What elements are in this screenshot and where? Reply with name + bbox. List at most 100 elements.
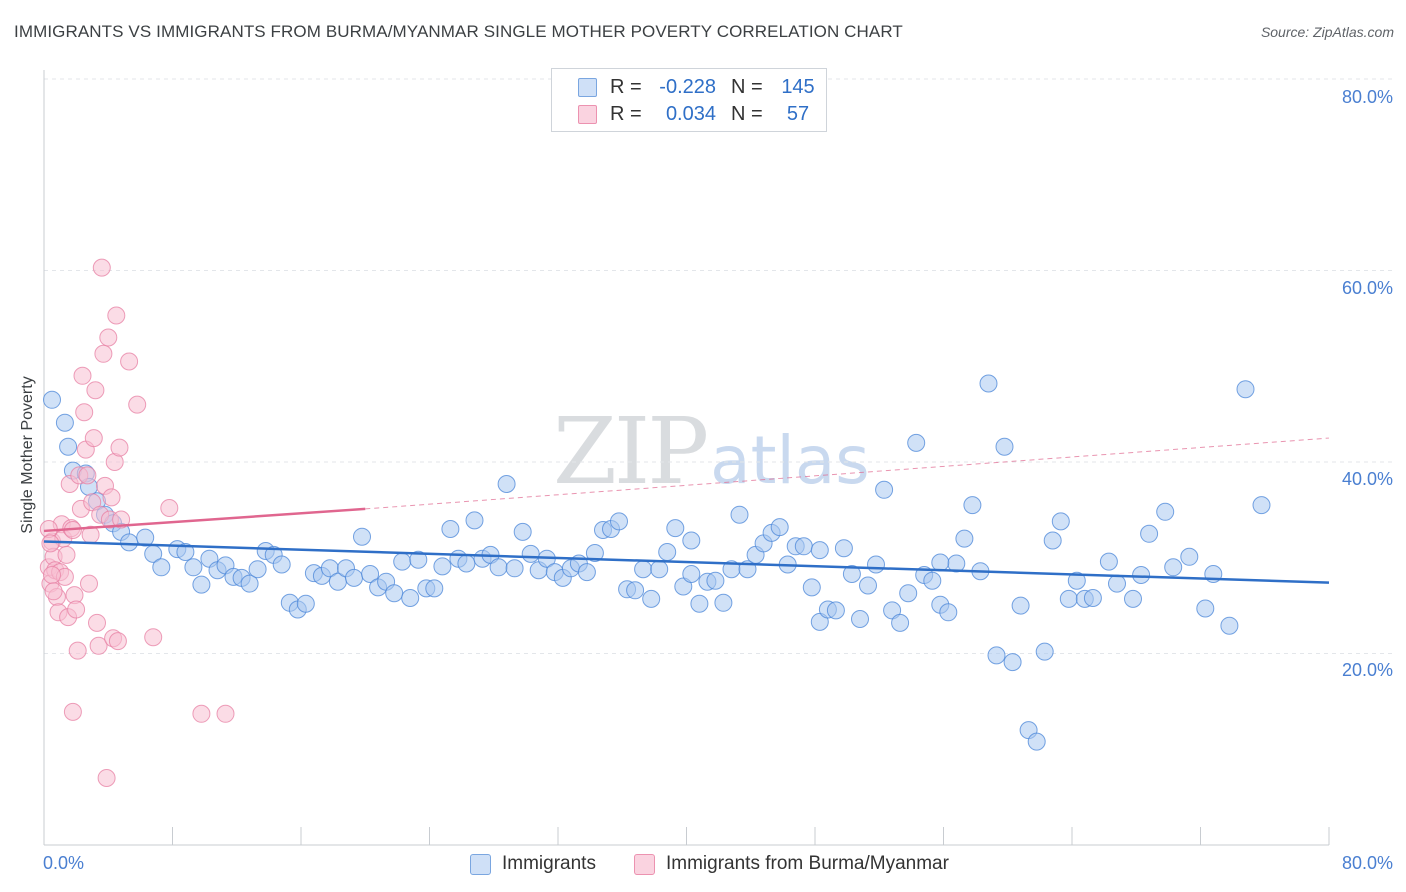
- point-immigrants: [441, 520, 460, 538]
- point-burma: [94, 344, 113, 363]
- point-immigrants: [59, 437, 78, 456]
- point-burma: [97, 769, 116, 787]
- point-burma: [120, 352, 139, 371]
- point-immigrants: [851, 610, 869, 628]
- point-burma: [88, 613, 106, 632]
- x-tick-label-left: 0.0%: [43, 853, 85, 873]
- point-immigrants: [1043, 531, 1062, 550]
- point-burma: [63, 702, 82, 721]
- point-immigrants: [497, 475, 516, 493]
- point-immigrants: [120, 533, 139, 552]
- point-immigrants: [907, 433, 926, 452]
- point-burma: [67, 600, 86, 619]
- legend-n-label: N =: [731, 103, 763, 125]
- point-immigrants: [401, 589, 420, 607]
- point-burma: [110, 438, 129, 457]
- legend-r-value: -0.228: [659, 76, 716, 98]
- point-immigrants: [192, 575, 211, 594]
- point-immigrants: [867, 555, 885, 574]
- point-immigrants: [714, 593, 733, 612]
- point-burma: [75, 403, 94, 422]
- y-tick-label: 60.0%: [1341, 278, 1393, 298]
- point-immigrants: [136, 528, 155, 547]
- point-burma: [80, 574, 98, 593]
- legend-n-value: 57: [786, 103, 810, 125]
- y-tick-label: 20.0%: [1341, 660, 1393, 680]
- point-immigrants: [802, 578, 821, 597]
- point-immigrants: [826, 601, 845, 620]
- point-immigrants: [1132, 566, 1151, 584]
- point-burma: [84, 429, 103, 448]
- point-immigrants: [939, 603, 958, 622]
- point-burma: [216, 704, 235, 723]
- point-immigrants: [55, 413, 74, 432]
- legend-swatch-blue: [470, 854, 491, 875]
- point-burma: [144, 628, 163, 647]
- point-immigrants: [658, 543, 677, 561]
- point-immigrants: [1059, 589, 1078, 608]
- legend-swatch-pink: [634, 854, 655, 875]
- point-immigrants: [682, 531, 701, 550]
- legend-label: Immigrants: [502, 853, 596, 874]
- point-immigrants: [385, 584, 404, 603]
- legend-label: Immigrants from Burma/Myanmar: [666, 853, 949, 874]
- point-immigrants: [690, 594, 709, 613]
- point-immigrants: [794, 537, 813, 556]
- point-immigrants: [1140, 524, 1159, 543]
- point-immigrants: [1108, 574, 1126, 593]
- legend-r-label: R =: [610, 103, 642, 125]
- point-immigrants: [1083, 589, 1102, 607]
- point-immigrants: [666, 519, 685, 538]
- point-immigrants: [730, 505, 749, 524]
- point-immigrants: [1220, 616, 1239, 635]
- legend-n-label: N =: [731, 76, 763, 98]
- source-label: Source: ZipAtlas.com: [1260, 24, 1394, 40]
- point-burma: [107, 306, 126, 325]
- legend-r-value: 0.034: [665, 103, 716, 125]
- point-immigrants: [296, 594, 315, 613]
- point-immigrants: [505, 559, 524, 578]
- point-immigrants: [1156, 502, 1175, 521]
- point-immigrants: [489, 558, 508, 577]
- point-burma: [128, 395, 147, 414]
- point-immigrants: [1252, 496, 1271, 515]
- point-immigrants: [1196, 599, 1215, 618]
- point-immigrants: [626, 581, 645, 600]
- y-tick-label: 80.0%: [1341, 87, 1393, 107]
- point-burma: [108, 632, 127, 651]
- legend-swatch-pink: [578, 105, 597, 124]
- point-immigrants: [1003, 653, 1022, 672]
- point-burma: [43, 566, 61, 584]
- point-burma: [68, 641, 87, 660]
- trendline-burma-extension: [365, 437, 1330, 510]
- point-immigrants: [43, 390, 61, 409]
- legend-n-value: 145: [781, 76, 815, 98]
- y-tick-label: 40.0%: [1341, 469, 1393, 489]
- point-immigrants: [650, 560, 669, 579]
- point-immigrants: [810, 541, 829, 560]
- point-immigrants: [610, 512, 628, 531]
- point-immigrants: [393, 552, 412, 571]
- point-immigrants: [987, 646, 1006, 665]
- point-burma: [73, 366, 92, 385]
- point-immigrants: [1180, 547, 1199, 566]
- point-immigrants: [891, 613, 910, 632]
- point-immigrants: [272, 555, 291, 574]
- y-axis-title: Single Mother Poverty: [19, 376, 36, 534]
- point-immigrants: [770, 518, 789, 537]
- point-burma: [99, 328, 118, 347]
- point-burma: [78, 466, 97, 485]
- point-burma: [192, 704, 211, 723]
- point-immigrants: [834, 539, 853, 558]
- point-immigrants: [1236, 380, 1255, 399]
- point-burma: [57, 545, 76, 564]
- point-immigrants: [963, 496, 982, 515]
- point-immigrants: [457, 554, 476, 573]
- point-immigrants: [152, 558, 171, 577]
- point-immigrants: [240, 574, 259, 593]
- point-immigrants: [353, 527, 371, 546]
- correlation-legend: R = -0.228 N = 145 R = 0.034 N = 57: [551, 68, 827, 132]
- point-immigrants: [361, 565, 380, 583]
- point-immigrants: [577, 563, 596, 582]
- point-immigrants: [995, 437, 1014, 456]
